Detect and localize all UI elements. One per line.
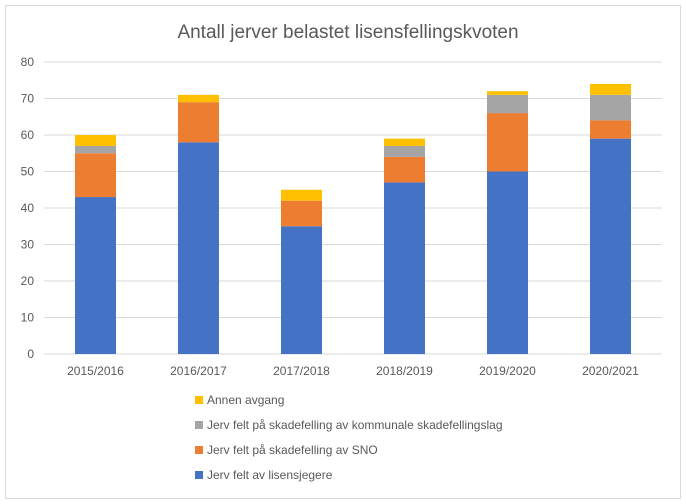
bar-segment [178, 94, 219, 103]
x-tick-label: 2020/2021 [582, 364, 639, 378]
bar-segment [384, 138, 425, 146]
x-tick-label: 2016/2017 [170, 364, 227, 378]
y-tick-label: 60 [21, 128, 35, 142]
legend-label: Jerv felt på skadefelling av kommunale s… [207, 418, 503, 432]
x-tick-label: 2019/2020 [479, 364, 536, 378]
y-axis-ticks: 0 10 20 30 40 50 60 70 80 [21, 55, 35, 361]
bar-segment [75, 135, 116, 146]
bar-segment [384, 156, 425, 183]
legend-swatch [195, 396, 203, 404]
bar-segment [590, 94, 631, 121]
bar-segment [590, 120, 631, 139]
y-tick-label: 20 [21, 274, 35, 288]
y-tick-label: 80 [21, 55, 35, 69]
bar-segment [75, 153, 116, 198]
bar-segment [487, 91, 528, 95]
bar-segment [178, 142, 219, 354]
x-tick-label: 2015/2016 [67, 364, 124, 378]
bar-segment [590, 83, 631, 95]
legend-label: Jerv felt av lisensjegere [207, 468, 333, 482]
y-tick-label: 30 [21, 238, 35, 252]
bar-segment [75, 145, 116, 154]
legend-label: Annen avgang [207, 393, 284, 407]
legend-swatch [195, 471, 203, 479]
gridlines [44, 61, 662, 355]
x-tick-label: 2018/2019 [376, 364, 433, 378]
y-tick-label: 10 [21, 311, 35, 325]
legend-swatch [195, 421, 203, 429]
bar-segment [487, 94, 528, 114]
legend-swatch [195, 446, 203, 454]
y-tick-label: 50 [21, 165, 35, 179]
bar-segment [487, 113, 528, 172]
bar-segment [384, 182, 425, 354]
x-tick-label: 2017/2018 [273, 364, 330, 378]
legend-label: Jerv felt på skadefelling av SNO [207, 443, 378, 457]
x-axis-ticks: 2015/2016 2016/2017 2017/2018 2018/2019 2019… [67, 364, 639, 378]
bar-segment [281, 226, 322, 354]
bar-segment [281, 189, 322, 201]
bars [75, 83, 631, 354]
bar-segment [384, 145, 425, 157]
y-tick-label: 70 [21, 92, 35, 106]
y-tick-label: 40 [21, 201, 35, 215]
chart-frame [5, 5, 681, 499]
bar-segment [178, 102, 219, 143]
legend: Annen avgang Jerv felt på skadefelling av… [195, 393, 503, 482]
bar-segment [75, 197, 116, 354]
y-tick-label: 0 [27, 347, 34, 361]
chart-title: Antall jerver belastet lisensfellingskvo… [177, 22, 518, 43]
bar-segment [281, 200, 322, 227]
bar-segment [590, 138, 631, 354]
bar-segment [487, 171, 528, 354]
